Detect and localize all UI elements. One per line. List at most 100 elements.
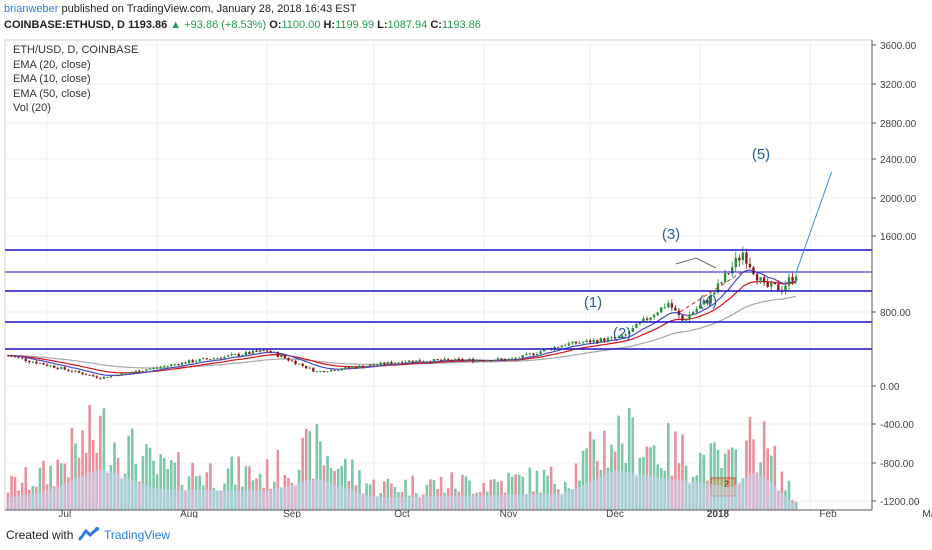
- candle-body-142: [510, 358, 514, 360]
- candle-body-92: [333, 369, 336, 371]
- candle-body-198: [709, 294, 713, 303]
- price-candles: [6, 246, 798, 380]
- candle-body-98: [354, 367, 358, 369]
- open-label: O:: [269, 19, 282, 31]
- volume-bar-218: [780, 471, 784, 510]
- candle-body-64: [234, 353, 237, 355]
- candle-body-38: [141, 370, 145, 372]
- candle-body-211: [755, 274, 759, 281]
- volume-bar-215: [769, 455, 773, 510]
- volume-bar-120: [432, 479, 436, 510]
- wave-5-projection: [795, 171, 833, 273]
- volume-bar-125: [450, 472, 454, 510]
- candle-body-6: [28, 360, 31, 363]
- candle-body-94: [340, 369, 343, 371]
- candle-body-110: [397, 362, 400, 364]
- candle-body-84: [305, 365, 308, 369]
- candle-body-166: [596, 340, 599, 343]
- candle-body-123: [443, 358, 446, 361]
- candle-body-202: [723, 273, 727, 283]
- candle-body-162: [581, 342, 585, 343]
- x-tick-label-3: Oct: [394, 509, 410, 518]
- candle-body-91: [329, 369, 333, 372]
- candle-body-67: [244, 351, 248, 356]
- candle-body-21: [81, 372, 84, 375]
- candle-body-118: [425, 361, 429, 363]
- candle-body-9: [38, 363, 42, 364]
- candle-body-112: [404, 362, 407, 364]
- candle-body-44: [163, 366, 166, 367]
- candle-body-33: [123, 373, 127, 374]
- candle-body-215: [770, 282, 773, 287]
- x-tick-label-1: Aug: [180, 509, 198, 518]
- candle-body-36: [134, 370, 137, 373]
- candle-body-69: [251, 350, 255, 355]
- footer-bar: Created with TradingView: [0, 518, 932, 550]
- candle-body-56: [205, 358, 208, 360]
- candle-body-141: [507, 358, 510, 361]
- indicator-legend: ETH/USD, D, COINBASE EMA (20, close) EMA…: [13, 43, 138, 116]
- candle-body-146: [525, 353, 528, 356]
- candle-body-81: [294, 360, 297, 365]
- volume-bar-95: [343, 458, 347, 510]
- volume-bar-160: [574, 463, 578, 510]
- candle-body-1: [10, 355, 13, 357]
- candle-body-32: [120, 373, 123, 376]
- candle-body-72: [262, 350, 265, 352]
- volume-bar-145: [521, 476, 525, 510]
- volume-bar-26: [99, 415, 102, 510]
- x-tick-label-7: Feb: [819, 509, 837, 518]
- volume-bar-119: [429, 479, 432, 510]
- legend-ema-10: EMA (10, close): [13, 73, 91, 85]
- volume-bar-162: [581, 450, 585, 510]
- candle-body-160: [574, 341, 578, 344]
- candle-body-159: [571, 341, 574, 344]
- candle-body-128: [461, 359, 464, 361]
- high-label: H:: [323, 19, 336, 31]
- price-axis: 3600.00 3200.00 2800.00 2400.00 2000.00 1600.…: [871, 40, 932, 510]
- candle-body-155: [557, 346, 560, 348]
- candle-body-117: [422, 361, 425, 363]
- trend-dashed-line: [679, 269, 746, 313]
- candle-body-219: [784, 285, 787, 292]
- candle-body-170: [610, 337, 613, 338]
- up-triangle-icon: ▲: [170, 19, 182, 31]
- candle-body-107: [386, 362, 390, 365]
- candle-body-134: [482, 360, 485, 362]
- candle-body-25: [95, 376, 98, 378]
- y-tick-label-8: -400.00: [880, 420, 914, 431]
- candle-body-86: [312, 367, 315, 372]
- candle-body-122: [439, 359, 443, 361]
- volume-bar-204: [730, 447, 734, 510]
- volume-bar-67: [244, 466, 248, 510]
- volume-bar-208: [745, 440, 748, 510]
- volume-bar-10: [42, 460, 45, 510]
- candle-body-62: [226, 355, 230, 357]
- volume-bar-122: [439, 476, 443, 510]
- candle-body-165: [592, 340, 595, 343]
- volume-bar-214: [766, 448, 769, 510]
- tradingview-brand-link[interactable]: TradingView: [104, 528, 171, 542]
- volume-bar-128: [461, 474, 464, 510]
- candle-body-87: [315, 371, 319, 373]
- y-tick-label-3: 2400.00: [880, 155, 917, 166]
- candle-body-144: [518, 358, 521, 360]
- price-chart[interactable]: 2 1419.961199.541009.44676.32402.801193.…: [0, 36, 932, 518]
- tradingview-logo-icon[interactable]: [78, 527, 100, 546]
- candle-body-171: [613, 337, 617, 338]
- author-link[interactable]: brianweber: [4, 3, 59, 15]
- volume-bar-144: [517, 474, 521, 510]
- candle-body-99: [358, 365, 361, 369]
- candle-body-108: [390, 362, 393, 364]
- candle-body-221: [791, 277, 794, 281]
- candle-body-189: [677, 310, 681, 316]
- volume-bar-48: [177, 452, 180, 510]
- y-tick-label-6: 800.00: [880, 308, 911, 319]
- candle-body-169: [606, 337, 610, 342]
- volume-bar-203: [727, 449, 730, 510]
- volume-bar-188: [674, 431, 677, 510]
- candle-body-188: [674, 307, 677, 311]
- low-label: L:: [377, 19, 388, 31]
- volume-bar-195: [698, 452, 702, 510]
- candle-body-85: [308, 367, 311, 369]
